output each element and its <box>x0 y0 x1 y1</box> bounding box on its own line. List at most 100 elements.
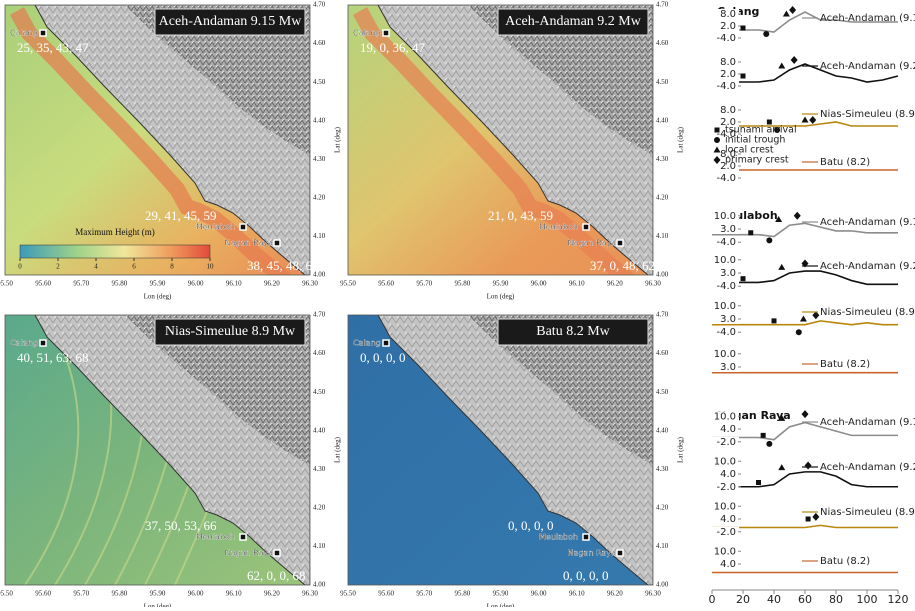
lat-axis-label: Lat (deg) <box>334 126 342 153</box>
y-tick-label: -4.0 <box>716 327 736 338</box>
y-tick-label: 10.0 <box>714 456 736 467</box>
place-label: Nagan Raya <box>568 239 617 248</box>
lat-tick-label: 4.20 <box>313 503 326 511</box>
page: Aceh-Andaman 9.15 MwCalangMeulabohNagan … <box>0 0 915 607</box>
x-tick-label: 100 <box>857 593 878 606</box>
place-label: Meulaboh <box>539 223 578 232</box>
arrival-marker <box>741 74 746 79</box>
y-tick-label: 10.0 <box>714 546 736 557</box>
series-label: Batu (8.2) <box>820 359 870 370</box>
lon-tick-label: 95.70 <box>73 590 89 598</box>
site-group: Nagan Raya10.04.0-2.0Aceh-Andaman (9.15)… <box>703 409 915 573</box>
place-label: Nagan Raya <box>225 239 274 248</box>
figure: Aceh-Andaman 9.15 MwCalangMeulabohNagan … <box>0 0 915 607</box>
arrival-marker <box>748 230 753 235</box>
y-tick-label: 2.0 <box>720 69 736 80</box>
place-marker <box>383 340 389 346</box>
y-tick-label: 8.0 <box>720 9 736 20</box>
height-annotation: 40, 51, 63, 68 <box>17 350 89 365</box>
place-marker <box>40 30 46 36</box>
y-tick-label: 10.0 <box>714 211 736 222</box>
lat-axis-label: Lat (deg) <box>677 436 685 463</box>
y-tick-label: -2.0 <box>716 527 736 538</box>
height-annotation: 37, 50, 53, 66 <box>145 518 217 533</box>
lon-tick-label: 96.10 <box>569 280 585 288</box>
height-annotation: 29, 41, 45, 59 <box>145 208 217 223</box>
height-annotation: 25, 35, 43, 47 <box>17 40 89 55</box>
lon-tick-label: 96.20 <box>607 280 623 288</box>
trough-marker <box>796 329 802 335</box>
primary-crest-marker <box>805 462 812 470</box>
colorbar-label: Maximum Height (m) <box>75 227 155 237</box>
lat-tick-label: 4.40 <box>656 426 669 434</box>
height-annotation: 38, 45, 48, 62 <box>247 258 319 273</box>
y-tick-label: 2.0 <box>720 21 736 32</box>
lat-tick-label: 4.60 <box>313 39 326 47</box>
place-label: Calang <box>10 29 38 38</box>
arrival-marker <box>761 433 766 438</box>
place-marker <box>240 224 246 230</box>
local-crest-marker <box>778 264 785 270</box>
x-tick-label: 60 <box>798 593 812 606</box>
lon-tick-label: 96.20 <box>607 590 623 598</box>
y-tick-label: -4.0 <box>716 237 736 248</box>
lon-tick-label: 95.50 <box>340 590 356 598</box>
lon-tick-label: 95.70 <box>416 590 432 598</box>
y-tick-label: 3.0 <box>720 268 736 279</box>
x-tick-label: 40 <box>767 593 781 606</box>
trough-marker <box>763 31 769 37</box>
lon-tick-label: 96.00 <box>531 280 547 288</box>
x-tick-label: 0 <box>709 593 716 606</box>
lat-tick-label: 4.40 <box>656 116 669 124</box>
series-line <box>712 525 898 527</box>
local-crest-marker <box>800 316 807 322</box>
y-tick-label: 8.0 <box>720 105 736 116</box>
lat-tick-label: 4.70 <box>656 311 669 319</box>
lon-tick-label: 95.80 <box>455 590 471 598</box>
place-marker <box>583 534 589 540</box>
height-annotation: 62, 0, 0, 68 <box>247 568 306 583</box>
lon-tick-label: 96.00 <box>531 590 547 598</box>
lat-tick-label: 4.40 <box>313 116 326 124</box>
lon-tick-label: 95.90 <box>150 280 166 288</box>
colorbar-tick-label: 0 <box>18 263 22 271</box>
lat-tick-label: 4.60 <box>656 349 669 357</box>
place-marker <box>274 240 280 246</box>
lon-tick-label: 96.00 <box>188 590 204 598</box>
lon-tick-label: 96.10 <box>226 280 242 288</box>
series-label: Nias-Simeuleu (8.9) <box>820 109 915 120</box>
trough-marker <box>766 237 772 243</box>
lon-tick-label: 95.50 <box>0 590 13 598</box>
map-panel: Aceh-Andaman 9.2 MwCalangMeulabohNagan R… <box>340 1 684 301</box>
series-label: Batu (8.2) <box>820 556 870 567</box>
lon-tick-label: 95.90 <box>493 280 509 288</box>
lon-tick-label: 96.20 <box>264 590 280 598</box>
lon-tick-label: 95.60 <box>378 280 394 288</box>
lat-tick-label: 4.60 <box>656 39 669 47</box>
series-label: Aceh-Andaman (9.2) <box>820 261 915 272</box>
map-title: Aceh-Andaman 9.2 Mw <box>505 14 642 29</box>
map-panel: Aceh-Andaman 9.15 MwCalangMeulabohNagan … <box>0 1 342 301</box>
lon-tick-label: 95.80 <box>112 280 128 288</box>
x-tick-label: 20 <box>736 593 750 606</box>
colorbar-tick-label: 8 <box>170 263 174 271</box>
lat-tick-label: 4.50 <box>313 78 326 86</box>
series-label: Aceh-Andaman (9.15) <box>820 217 915 228</box>
lon-axis-label: Lon (deg) <box>144 293 172 301</box>
local-crest-marker <box>778 464 785 470</box>
map-title: Nias-Simeulue 8.9 Mw <box>165 324 296 339</box>
height-annotation: 0, 0, 0, 0 <box>563 568 609 583</box>
lat-tick-label: 4.00 <box>313 581 326 589</box>
lon-tick-label: 95.50 <box>340 280 356 288</box>
primary-crest-marker <box>812 513 819 521</box>
lat-tick-label: 4.20 <box>656 193 669 201</box>
y-tick-label: 3.0 <box>720 224 736 235</box>
place-marker <box>617 550 623 556</box>
y-tick-label: 4.0 <box>720 559 736 570</box>
place-label: Calang <box>353 339 381 348</box>
y-tick-label: 3.0 <box>720 362 736 373</box>
colorbar-tick-label: 2 <box>56 263 60 271</box>
y-tick-label: -2.0 <box>716 482 736 493</box>
y-tick-label: -4.0 <box>716 173 736 184</box>
trough-marker <box>766 441 772 447</box>
